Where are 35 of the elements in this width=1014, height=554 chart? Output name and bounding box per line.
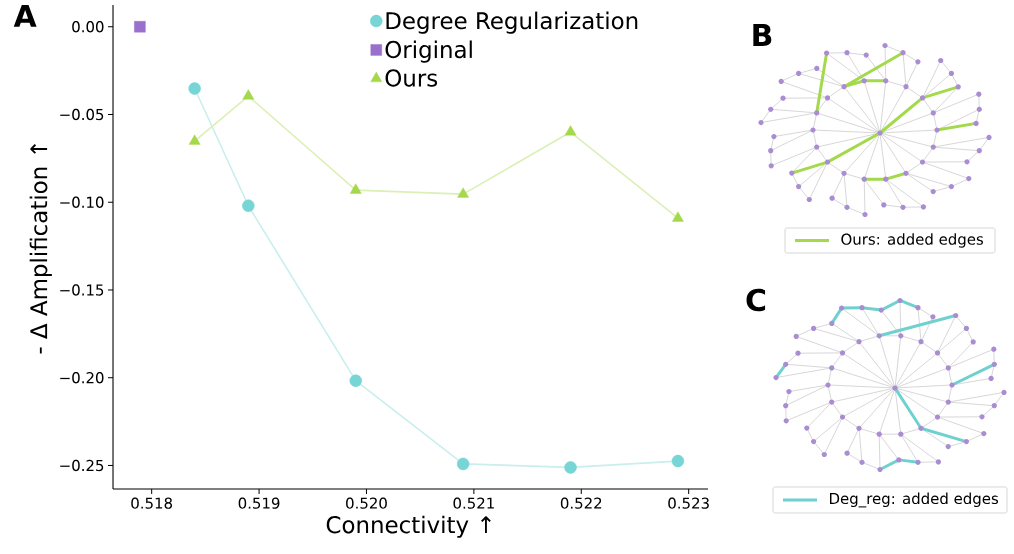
point: [671, 454, 685, 468]
point: [242, 199, 255, 212]
x-axis-title: Connectivity ↑: [326, 515, 491, 538]
point: [564, 461, 577, 474]
x-tick-label: 0.521: [453, 497, 494, 509]
x-tick-label: 0.520: [346, 497, 387, 509]
text: B: [753, 24, 772, 46]
y-tick-label: −0.20: [60, 372, 104, 384]
y-tick-label: −0.15: [60, 284, 104, 296]
point: [349, 183, 362, 194]
chart-title: A: [13, 4, 37, 27]
text: Ours: added edges: [841, 233, 984, 248]
text: C: [746, 288, 766, 312]
point: [456, 457, 470, 471]
text: Deg_reg: added edges: [829, 492, 999, 508]
y-axis-title: - Δ Amplification ↑: [29, 144, 52, 354]
point: [564, 125, 577, 136]
point: [349, 374, 362, 387]
y-tick-label: 0.00: [72, 21, 104, 33]
point: [672, 211, 684, 222]
legend-label: Degree Regularization: [386, 11, 638, 34]
y-tick-label: −0.10: [60, 196, 104, 208]
x-tick-label: 0.522: [560, 497, 602, 509]
point: [188, 82, 201, 95]
x-tick-label: 0.523: [668, 497, 709, 509]
y-tick-label: −0.05: [60, 108, 104, 121]
legend-label: Ours: [385, 69, 438, 87]
y-tick-label: −0.25: [60, 459, 104, 472]
point: [188, 134, 201, 145]
point: [242, 89, 255, 100]
x-tick-label: 0.519: [238, 497, 280, 509]
x-tick-label: 0.518: [131, 497, 173, 509]
legend-label: Original: [385, 40, 472, 63]
point: [134, 21, 146, 33]
point: [457, 187, 469, 198]
